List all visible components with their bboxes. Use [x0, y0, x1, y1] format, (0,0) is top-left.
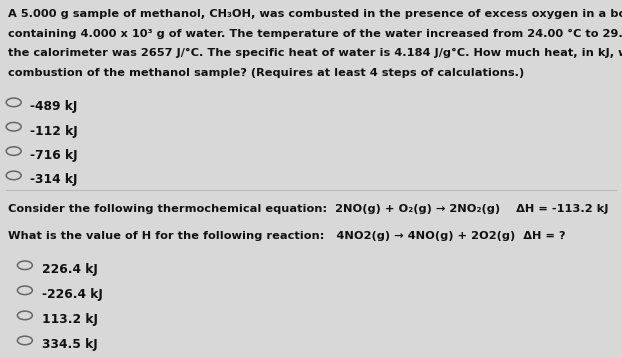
- Text: Consider the following thermochemical equation:  2NO(g) + O₂(g) → 2NO₂(g)    ΔH : Consider the following thermochemical eq…: [8, 204, 608, 214]
- Text: 334.5 kJ: 334.5 kJ: [42, 338, 98, 351]
- Text: 113.2 kJ: 113.2 kJ: [42, 313, 98, 326]
- Text: combustion of the methanol sample? (Requires at least 4 steps of calculations.): combustion of the methanol sample? (Requ…: [8, 68, 524, 78]
- Text: -112 kJ: -112 kJ: [30, 125, 78, 137]
- Text: containing 4.000 x 10³ g of water. The temperature of the water increased from 2: containing 4.000 x 10³ g of water. The t…: [8, 29, 622, 39]
- Text: the calorimeter was 2657 J/°C. The specific heat of water is 4.184 J/g°C. How mu: the calorimeter was 2657 J/°C. The speci…: [8, 48, 622, 58]
- Text: -489 kJ: -489 kJ: [30, 100, 77, 113]
- Text: -226.4 kJ: -226.4 kJ: [42, 288, 103, 301]
- Text: -314 kJ: -314 kJ: [30, 173, 77, 186]
- Text: -716 kJ: -716 kJ: [30, 149, 78, 162]
- Text: A 5.000 g sample of methanol, CH₃OH, was combusted in the presence of excess oxy: A 5.000 g sample of methanol, CH₃OH, was…: [8, 9, 622, 19]
- Text: What is the value of H for the following reaction:   4NO2(g) → 4NO(g) + 2O2(g)  : What is the value of H for the following…: [8, 231, 565, 241]
- Text: 226.4 kJ: 226.4 kJ: [42, 263, 98, 276]
